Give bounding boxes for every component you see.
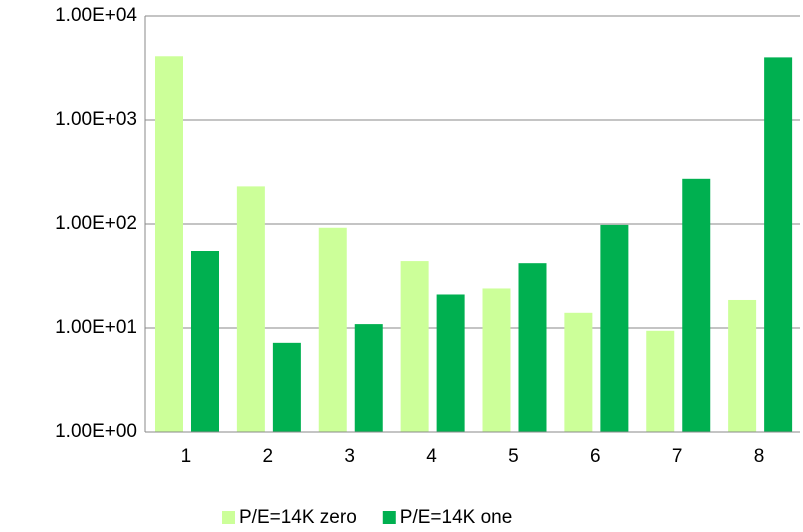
- bar: [482, 288, 511, 432]
- x-tick-label: 3: [344, 446, 355, 467]
- bar: [646, 330, 675, 432]
- legend-swatch: [382, 511, 396, 524]
- bar: [600, 224, 629, 432]
- bar: [400, 261, 429, 432]
- bar: [318, 227, 347, 432]
- y-tick-label: 1.00E+02: [55, 213, 137, 234]
- bar: [354, 324, 383, 432]
- x-tick-label: 8: [754, 446, 765, 467]
- bar: [272, 342, 301, 432]
- x-tick-label: 1: [181, 446, 192, 467]
- x-tick-label: 4: [426, 446, 437, 467]
- legend-label: P/E=14K one: [400, 507, 513, 528]
- bar: [236, 186, 265, 432]
- x-tick-label: 6: [590, 446, 601, 467]
- y-tick-label: 1.00E+01: [55, 317, 137, 338]
- bar: [436, 294, 465, 432]
- bar: [191, 251, 219, 432]
- y-tick-label: 1.00E+04: [55, 5, 137, 26]
- y-tick-label: 1.00E+03: [55, 109, 137, 130]
- x-tick-label: 2: [263, 446, 274, 467]
- x-tick-label: 5: [508, 446, 519, 467]
- y-tick-label: 1.00E+00: [55, 421, 137, 442]
- bar: [682, 178, 711, 432]
- legend-label: P/E=14K zero: [239, 507, 357, 528]
- bar: [728, 299, 757, 432]
- bar: [564, 312, 593, 432]
- x-tick-label: 7: [672, 446, 683, 467]
- bar: [155, 56, 183, 432]
- bar: [518, 263, 547, 432]
- bar: [764, 57, 793, 432]
- legend-swatch: [222, 511, 235, 524]
